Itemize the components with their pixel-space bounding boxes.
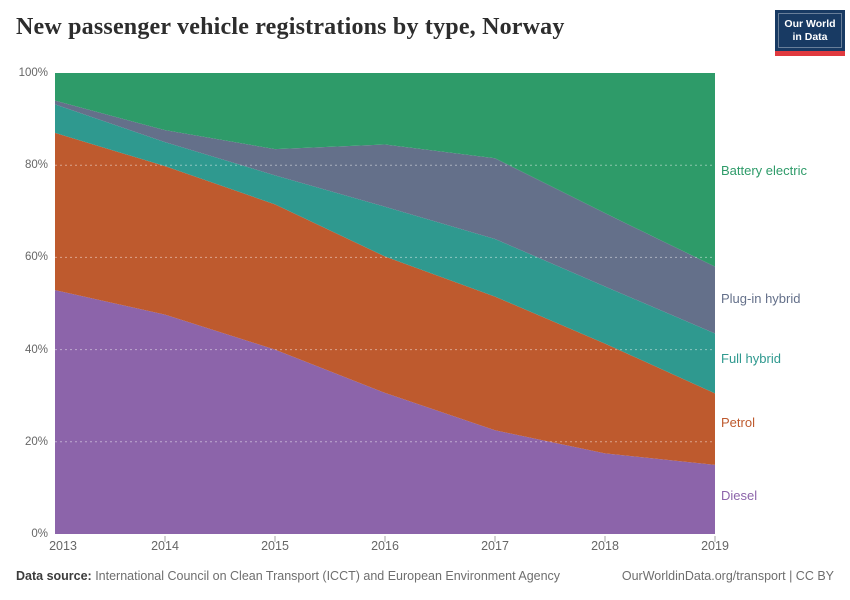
owid-logo-line2: in Data [792, 30, 828, 43]
x-tick-label-2016: 2016 [371, 539, 399, 553]
x-tick-label-2018: 2018 [591, 539, 619, 553]
legend-item-diesel[interactable]: Diesel [721, 488, 758, 503]
owid-logo-text: Our World in Data [778, 13, 842, 49]
legend-item-plug-in-hybrid[interactable]: Plug-in hybrid [721, 291, 801, 306]
y-tick-label-40: 40% [24, 344, 48, 356]
area-plug-in-hybrid[interactable] [55, 100, 715, 334]
legend-item-petrol[interactable]: Petrol [721, 415, 755, 430]
page-title: New passenger vehicle registrations by t… [16, 14, 565, 40]
data-source-label: Data source: [16, 569, 92, 583]
legend-item-full-hybrid[interactable]: Full hybrid [721, 351, 781, 366]
area-diesel[interactable] [55, 290, 715, 534]
x-tick-label-2014: 2014 [151, 539, 179, 553]
footer: Data source: International Council on Cl… [16, 569, 834, 583]
x-tick-label-2013: 2013 [49, 539, 77, 553]
x-tick-label-2017: 2017 [481, 539, 509, 553]
y-tick-label-0: 0% [31, 528, 48, 540]
area-full-hybrid[interactable] [55, 104, 715, 394]
y-tick-label-60: 60% [24, 251, 48, 263]
x-tick-label-2015: 2015 [261, 539, 289, 553]
owid-logo-line1: Our World [784, 18, 836, 30]
owid-logo: Our World in Data [775, 10, 845, 57]
owid-link[interactable]: OurWorldinData.org/transport | CC BY [621, 569, 834, 583]
y-tick-label-80: 80% [24, 159, 48, 171]
legend-item-battery-electric[interactable]: Battery electric [721, 163, 807, 178]
area-battery-electric[interactable] [55, 73, 715, 267]
y-tick-label-20: 20% [24, 436, 48, 448]
area-petrol[interactable] [55, 132, 715, 465]
data-source-text: International Council on Clean Transport… [91, 569, 561, 583]
y-tick-label-100: 100% [18, 67, 48, 79]
x-tick-label-2019: 2019 [701, 539, 729, 553]
owid-logo-red-bar [775, 51, 845, 57]
